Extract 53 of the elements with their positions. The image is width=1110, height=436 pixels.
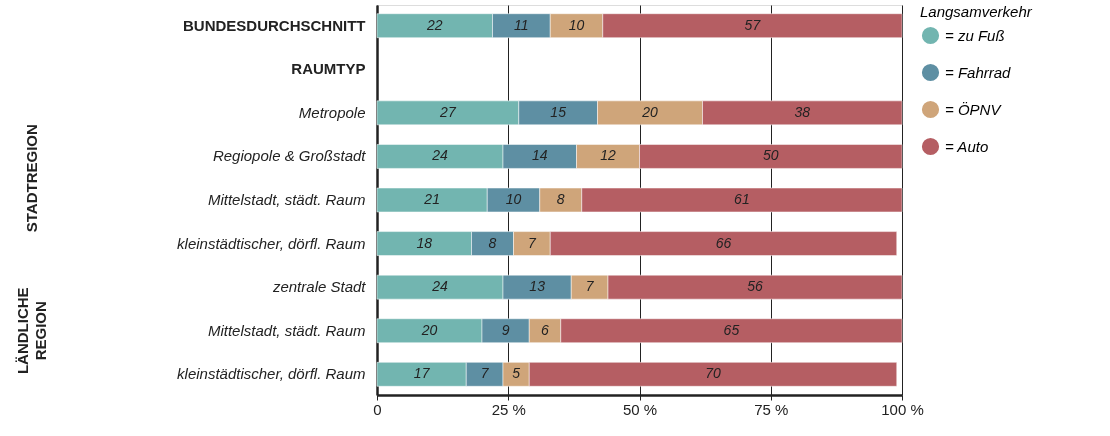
legend-title: Langsamverkehr [920,3,1033,20]
data-label: 24 [431,278,448,295]
data-label: 50 [762,147,779,164]
data-label: 38 [794,103,811,120]
data-label: 14 [531,147,548,164]
data-label: 20 [641,103,658,120]
data-label: 5 [512,365,521,382]
legend-label: = ÖPNV [945,100,1003,118]
y-tick-label: RAUMTYP [291,60,366,78]
data-label: 70 [705,365,721,382]
data-label: 27 [439,103,457,120]
data-label: 61 [734,191,750,207]
data-label: 24 [431,147,448,164]
y-tick-label: Mittelstadt, städt. Raum [207,191,366,208]
y-tick-label: Regiopole & Großstadt [212,147,367,165]
x-tick-label: 50 % [622,400,658,418]
data-label: 20 [420,321,438,338]
data-label: 56 [747,278,763,295]
legend-label: = Auto [945,137,989,155]
data-label: 10 [505,191,522,207]
x-tick-label: 25 % [491,400,526,418]
data-label: 9 [501,321,510,338]
y-tick-label: zentrale Stadt [271,278,367,296]
data-label: 66 [715,234,732,251]
y-tick-label: BUNDESDURCHSCHNITT [183,16,366,34]
data-label: 8 [488,234,497,251]
data-label: 22 [425,16,443,33]
data-label: 7 [527,234,537,251]
data-label: 12 [600,147,616,164]
data-label: 6 [541,321,550,338]
x-tick-label: 100 % [881,400,924,418]
data-label: 13 [529,278,546,295]
y-tick-label: Mittelstadt, städt. Raum [207,321,366,339]
x-tick-label: 0 [373,400,382,418]
data-label: 18 [416,234,433,251]
data-label: 10 [568,16,585,33]
text: STADTREGION [23,124,40,233]
data-label: 65 [723,321,740,338]
data-label: 8 [556,191,565,207]
text: LÄNDLICHE REGION [14,287,49,375]
data-label: 7 [585,278,595,295]
y-tick-label: kleinstädtischer, dörfl. Raum [177,234,366,252]
data-label: 15 [550,103,567,120]
data-label: 21 [423,191,440,207]
data-label: 17 [413,365,431,382]
legend-label: = zu Fuß [945,26,1005,44]
data-label: 7 [480,365,490,382]
data-label: 11 [514,16,529,33]
x-tick-label: 75 % [754,400,789,418]
legend-label: = Fahrrad [945,63,1012,81]
y-tick-label: Metropole [298,103,366,121]
y-tick-label: kleinstädtischer, dörfl. Raum [177,365,366,383]
data-label: 57 [744,16,762,33]
